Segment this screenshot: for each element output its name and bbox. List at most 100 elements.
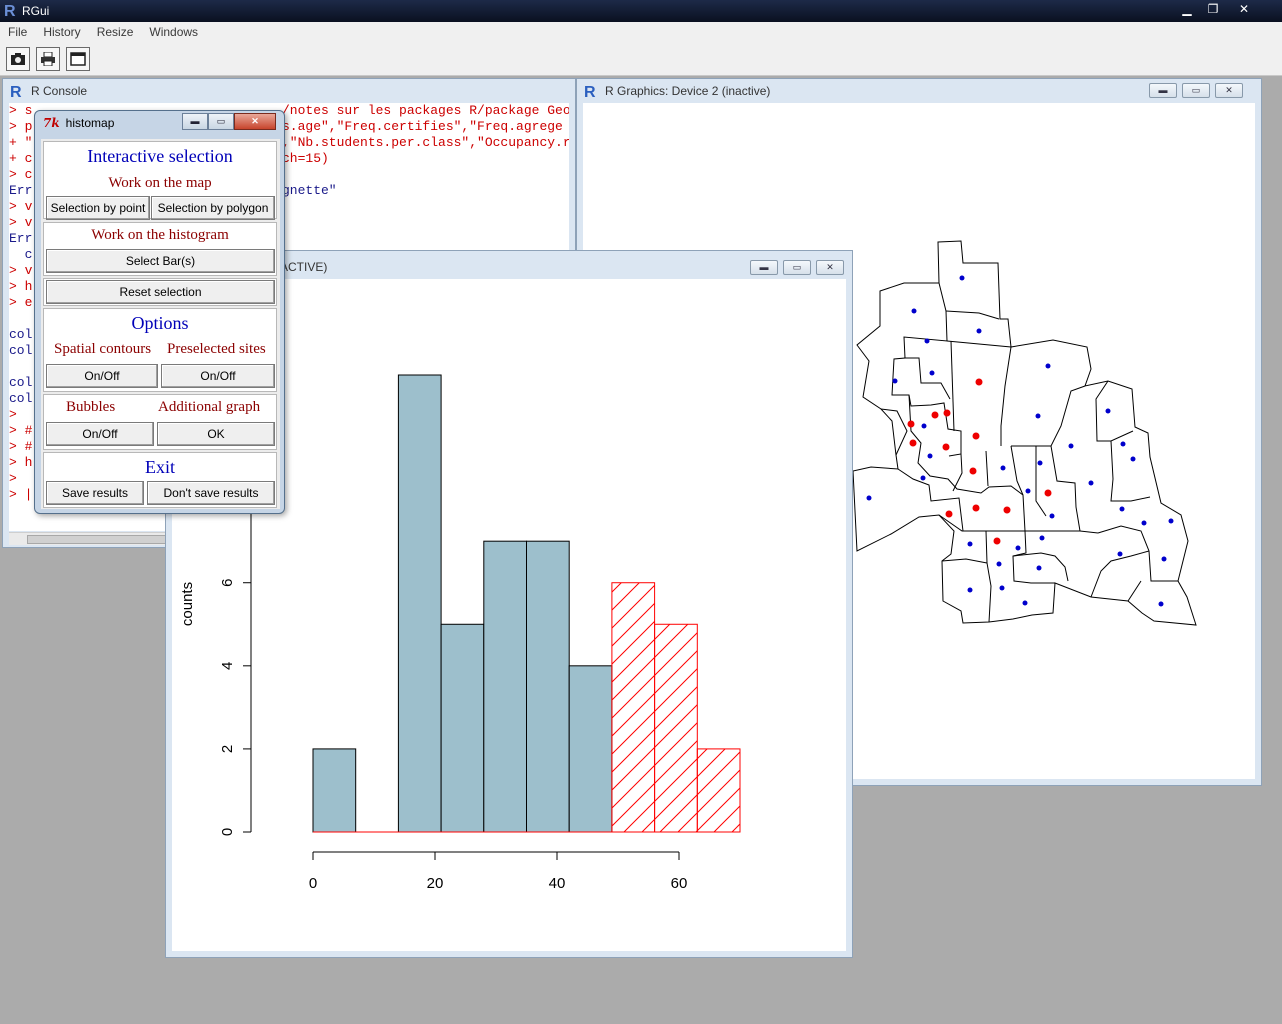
site-point[interactable]	[927, 453, 933, 459]
console-button[interactable]	[66, 47, 90, 71]
device3-maximize-icon[interactable]: ▭	[783, 260, 811, 275]
console-line: Err gnette"	[9, 183, 569, 199]
console-line: > h	[9, 279, 569, 295]
selected-site-point[interactable]	[945, 510, 953, 518]
scrollbar-thumb[interactable]	[27, 535, 177, 544]
printer-icon	[41, 52, 55, 66]
menu-resize[interactable]: Resize	[96, 25, 134, 39]
histogram-bar[interactable]	[526, 540, 570, 833]
site-point[interactable]	[920, 475, 926, 481]
selected-site-point[interactable]	[931, 411, 939, 419]
site-point[interactable]	[999, 585, 1005, 591]
selection-by-point-button[interactable]: Selection by point	[46, 196, 150, 220]
site-point[interactable]	[1035, 413, 1041, 419]
histogram-bar-selected[interactable]	[696, 748, 741, 833]
selected-site-point[interactable]	[993, 537, 1001, 545]
x-axis-tick-label: 0	[309, 875, 317, 892]
site-point[interactable]	[959, 275, 965, 281]
additional-graph-ok-button[interactable]: OK	[157, 422, 275, 446]
selection-by-polygon-button[interactable]: Selection by polygon	[151, 196, 275, 220]
menu-windows[interactable]: Windows	[149, 25, 199, 39]
site-point[interactable]	[967, 541, 973, 547]
selected-site-point[interactable]	[943, 409, 951, 417]
site-point[interactable]	[1158, 601, 1164, 607]
histogram-bar[interactable]	[440, 623, 485, 833]
device2-maximize-icon[interactable]: ▭	[1182, 83, 1210, 98]
device3-minimize-icon[interactable]: ▬	[750, 260, 778, 275]
interactive-selection-heading: Interactive selection	[87, 146, 233, 166]
site-point[interactable]	[1036, 565, 1042, 571]
site-point[interactable]	[1141, 520, 1147, 526]
site-point[interactable]	[911, 308, 917, 314]
site-point[interactable]	[1039, 535, 1045, 541]
bubbles-toggle-button[interactable]: On/Off	[46, 422, 154, 446]
preselected-sites-label: Preselected sites	[167, 341, 266, 357]
site-point[interactable]	[1037, 460, 1043, 466]
device2-minimize-icon[interactable]: ▬	[1149, 83, 1177, 98]
site-point[interactable]	[1015, 545, 1021, 551]
minimize-icon[interactable]: ▁	[1182, 2, 1192, 16]
histogram-bar[interactable]	[568, 665, 613, 833]
site-point[interactable]	[1088, 480, 1094, 486]
site-point[interactable]	[1119, 506, 1125, 512]
bubbles-panel: Bubbles Additional graph On/Off OK	[43, 394, 277, 450]
close-icon[interactable]: ✕	[1238, 2, 1250, 16]
histogram-bar-selected[interactable]	[654, 623, 698, 833]
save-results-button[interactable]: Save results	[46, 481, 144, 505]
site-point[interactable]	[996, 561, 1002, 567]
histomap-title: histomap	[65, 116, 115, 130]
site-point[interactable]	[866, 495, 872, 501]
site-point[interactable]	[1117, 551, 1123, 557]
site-point[interactable]	[929, 370, 935, 376]
selected-site-point[interactable]	[942, 443, 950, 451]
selected-site-point[interactable]	[907, 420, 915, 428]
dont-save-results-button[interactable]: Don't save results	[147, 481, 275, 505]
device3-close-icon[interactable]: ✕	[816, 260, 844, 275]
histomap-maximize-icon[interactable]: ▭	[208, 113, 234, 130]
preselected-sites-toggle-button[interactable]: On/Off	[161, 364, 275, 388]
selected-site-point[interactable]	[1044, 489, 1052, 497]
select-bars-button[interactable]: Select Bar(s)	[46, 249, 275, 273]
site-point[interactable]	[1025, 488, 1031, 494]
selected-site-point[interactable]	[1003, 506, 1011, 514]
histomap-minimize-icon[interactable]: ▬	[182, 113, 208, 130]
site-point[interactable]	[1045, 363, 1051, 369]
site-point[interactable]	[1000, 465, 1006, 471]
histogram-bar[interactable]	[397, 374, 442, 833]
site-point[interactable]	[1068, 443, 1074, 449]
site-point[interactable]	[1130, 456, 1136, 462]
histogram-bar[interactable]	[312, 748, 357, 833]
device2-close-icon[interactable]: ✕	[1215, 83, 1243, 98]
histogram-bar-selected[interactable]	[611, 582, 656, 833]
selected-site-point[interactable]	[972, 432, 980, 440]
map-chart[interactable]	[583, 103, 1255, 779]
reset-selection-button[interactable]: Reset selection	[46, 280, 275, 304]
histogram-bar[interactable]	[483, 540, 527, 833]
site-point[interactable]	[1105, 408, 1111, 414]
site-point[interactable]	[921, 423, 927, 429]
site-point[interactable]	[1120, 441, 1126, 447]
selected-site-point[interactable]	[969, 467, 977, 475]
selected-site-point[interactable]	[972, 504, 980, 512]
selected-site-point[interactable]	[975, 378, 983, 386]
site-point[interactable]	[967, 587, 973, 593]
histomap-close-icon[interactable]: ✕	[234, 113, 276, 130]
site-point[interactable]	[1168, 518, 1174, 524]
menu-file[interactable]: File	[8, 25, 28, 39]
menu-history[interactable]: History	[43, 25, 81, 39]
site-point[interactable]	[1022, 600, 1028, 606]
spatial-contours-toggle-button[interactable]: On/Off	[46, 364, 158, 388]
restore-icon[interactable]: ❐	[1207, 2, 1219, 16]
selected-site-point[interactable]	[909, 439, 917, 447]
copy-metafile-button[interactable]	[6, 47, 30, 71]
console-line: > |	[9, 487, 569, 503]
site-point[interactable]	[924, 338, 930, 344]
site-point[interactable]	[1049, 513, 1055, 519]
print-button[interactable]	[36, 47, 60, 71]
site-point[interactable]	[892, 378, 898, 384]
site-point[interactable]	[1161, 556, 1167, 562]
histogram-plot-area[interactable]: 0 2 4 6 0 20 40 60 counts	[172, 279, 846, 951]
site-point[interactable]	[976, 328, 982, 334]
